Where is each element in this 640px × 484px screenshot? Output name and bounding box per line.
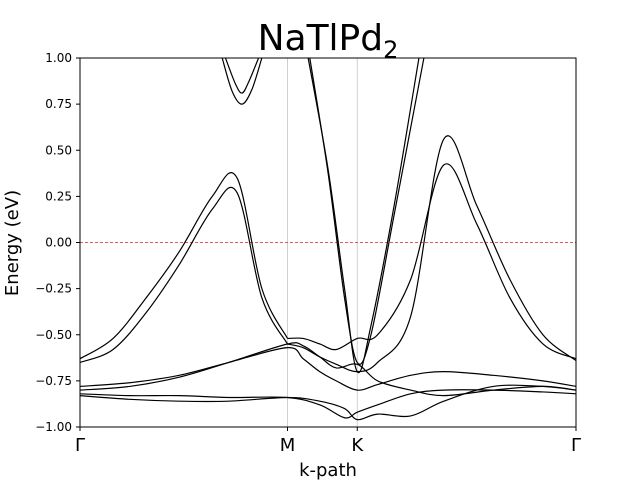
x-tick-label: Γ <box>571 435 581 456</box>
x-tick-label: K <box>351 435 364 456</box>
chart-title-subscript: 2 <box>383 36 398 64</box>
band-line-2 <box>80 186 289 363</box>
band-line-10 <box>80 342 576 397</box>
y-tick-label: 0.25 <box>45 189 72 203</box>
band-line-4 <box>224 58 260 94</box>
y-tick-label: 0.50 <box>45 143 72 157</box>
y-tick-label: 0.75 <box>45 97 72 111</box>
band-line-6 <box>309 58 425 365</box>
chart-title-main: NaTlPd <box>258 18 384 59</box>
x-tick-label: M <box>280 435 296 456</box>
y-tick-label: −0.50 <box>35 328 72 342</box>
y-tick-label: −0.75 <box>35 374 72 388</box>
y-axis-label: Energy (eV) <box>2 190 23 296</box>
y-tick-label: −1.00 <box>35 420 72 434</box>
band-line-5 <box>307 58 420 374</box>
chart-title: NaTlPd2 <box>258 18 399 64</box>
band-line-11 <box>80 389 576 419</box>
band-line-12 <box>80 384 576 421</box>
band-line-9 <box>80 347 576 391</box>
plot-area: −1.00 −0.75 −0.50 −0.25 0.00 0.25 0.50 0.75 1.00… <box>35 51 581 456</box>
band-line-3 <box>221 58 263 105</box>
y-tick-label: −0.25 <box>35 282 72 296</box>
band-line-8 <box>287 135 576 373</box>
band-line-1 <box>80 171 289 360</box>
band-line-7 <box>287 163 576 360</box>
y-tick-label: 0.00 <box>45 236 72 250</box>
x-axis-label: k-path <box>299 460 357 480</box>
x-tick-label: Γ <box>75 435 85 456</box>
y-tick-label: 1.00 <box>45 51 72 65</box>
